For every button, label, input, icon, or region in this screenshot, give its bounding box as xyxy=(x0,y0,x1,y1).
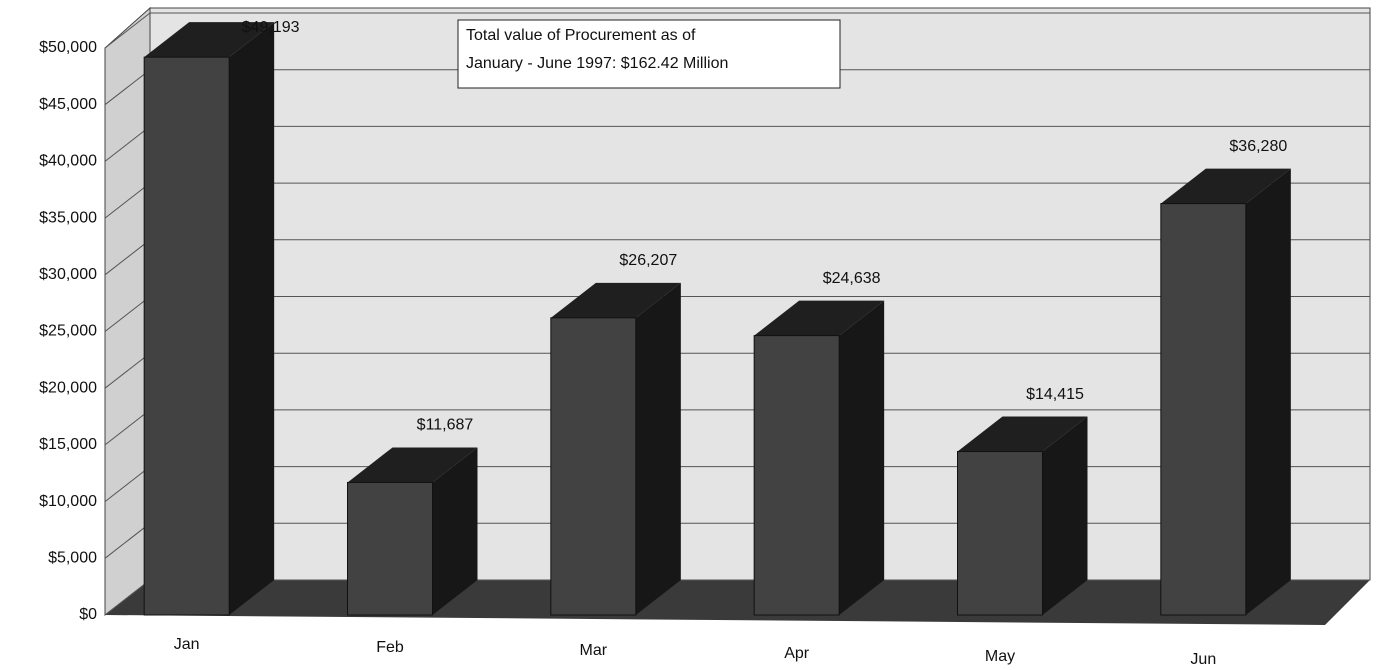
y-tick-label: $10,000 xyxy=(39,493,97,510)
y-tick-label: $50,000 xyxy=(39,39,97,56)
y-tick-label: $5,000 xyxy=(48,550,97,567)
bar xyxy=(1160,203,1247,616)
bar-side xyxy=(229,22,275,616)
annotation-line: Total value of Procurement as of xyxy=(466,27,696,44)
bar xyxy=(347,481,433,616)
y-tick-label: $30,000 xyxy=(39,266,97,283)
x-tick-label: Mar xyxy=(580,642,608,659)
bar-top xyxy=(957,416,1088,452)
annotation-line: January - June 1997: $162.42 Million xyxy=(466,55,728,72)
y-tick-label: $0 xyxy=(79,606,97,623)
bars xyxy=(143,22,1291,616)
y-tick-label: $15,000 xyxy=(39,436,97,453)
bar-top xyxy=(347,447,478,483)
x-tick-label: Feb xyxy=(376,639,404,656)
bar-side xyxy=(1042,416,1088,615)
bar-top xyxy=(550,282,681,318)
value-label: $26,207 xyxy=(619,252,677,269)
bar-side xyxy=(635,282,681,615)
y-tick-label: $45,000 xyxy=(39,96,97,113)
x-tick-label: Jan xyxy=(174,636,200,653)
bar-top xyxy=(754,300,885,336)
annotation-box xyxy=(457,19,841,89)
y-tick-label: $20,000 xyxy=(39,379,97,396)
bar xyxy=(957,451,1043,616)
x-tick-label: Apr xyxy=(784,645,810,662)
grid-line xyxy=(104,12,1370,49)
y-tick-label: $40,000 xyxy=(39,153,97,170)
bar-side xyxy=(839,300,885,615)
y-tick-label: $35,000 xyxy=(39,209,97,226)
bar xyxy=(143,56,230,616)
bar-side xyxy=(432,447,478,615)
value-label: $36,280 xyxy=(1229,138,1287,155)
bar xyxy=(753,335,840,616)
bar xyxy=(550,317,637,616)
value-label: $11,687 xyxy=(417,417,474,434)
x-tick-label: May xyxy=(985,648,1015,665)
bar-top xyxy=(144,22,275,58)
bar-side xyxy=(1245,168,1291,616)
value-label: $14,415 xyxy=(1026,386,1084,403)
y-tick-label: $25,000 xyxy=(39,323,97,340)
bar-top xyxy=(1160,168,1291,204)
value-label: $24,638 xyxy=(823,270,881,287)
value-label: $49,193 xyxy=(242,19,300,36)
x-tick-label: Jun xyxy=(1190,651,1216,668)
